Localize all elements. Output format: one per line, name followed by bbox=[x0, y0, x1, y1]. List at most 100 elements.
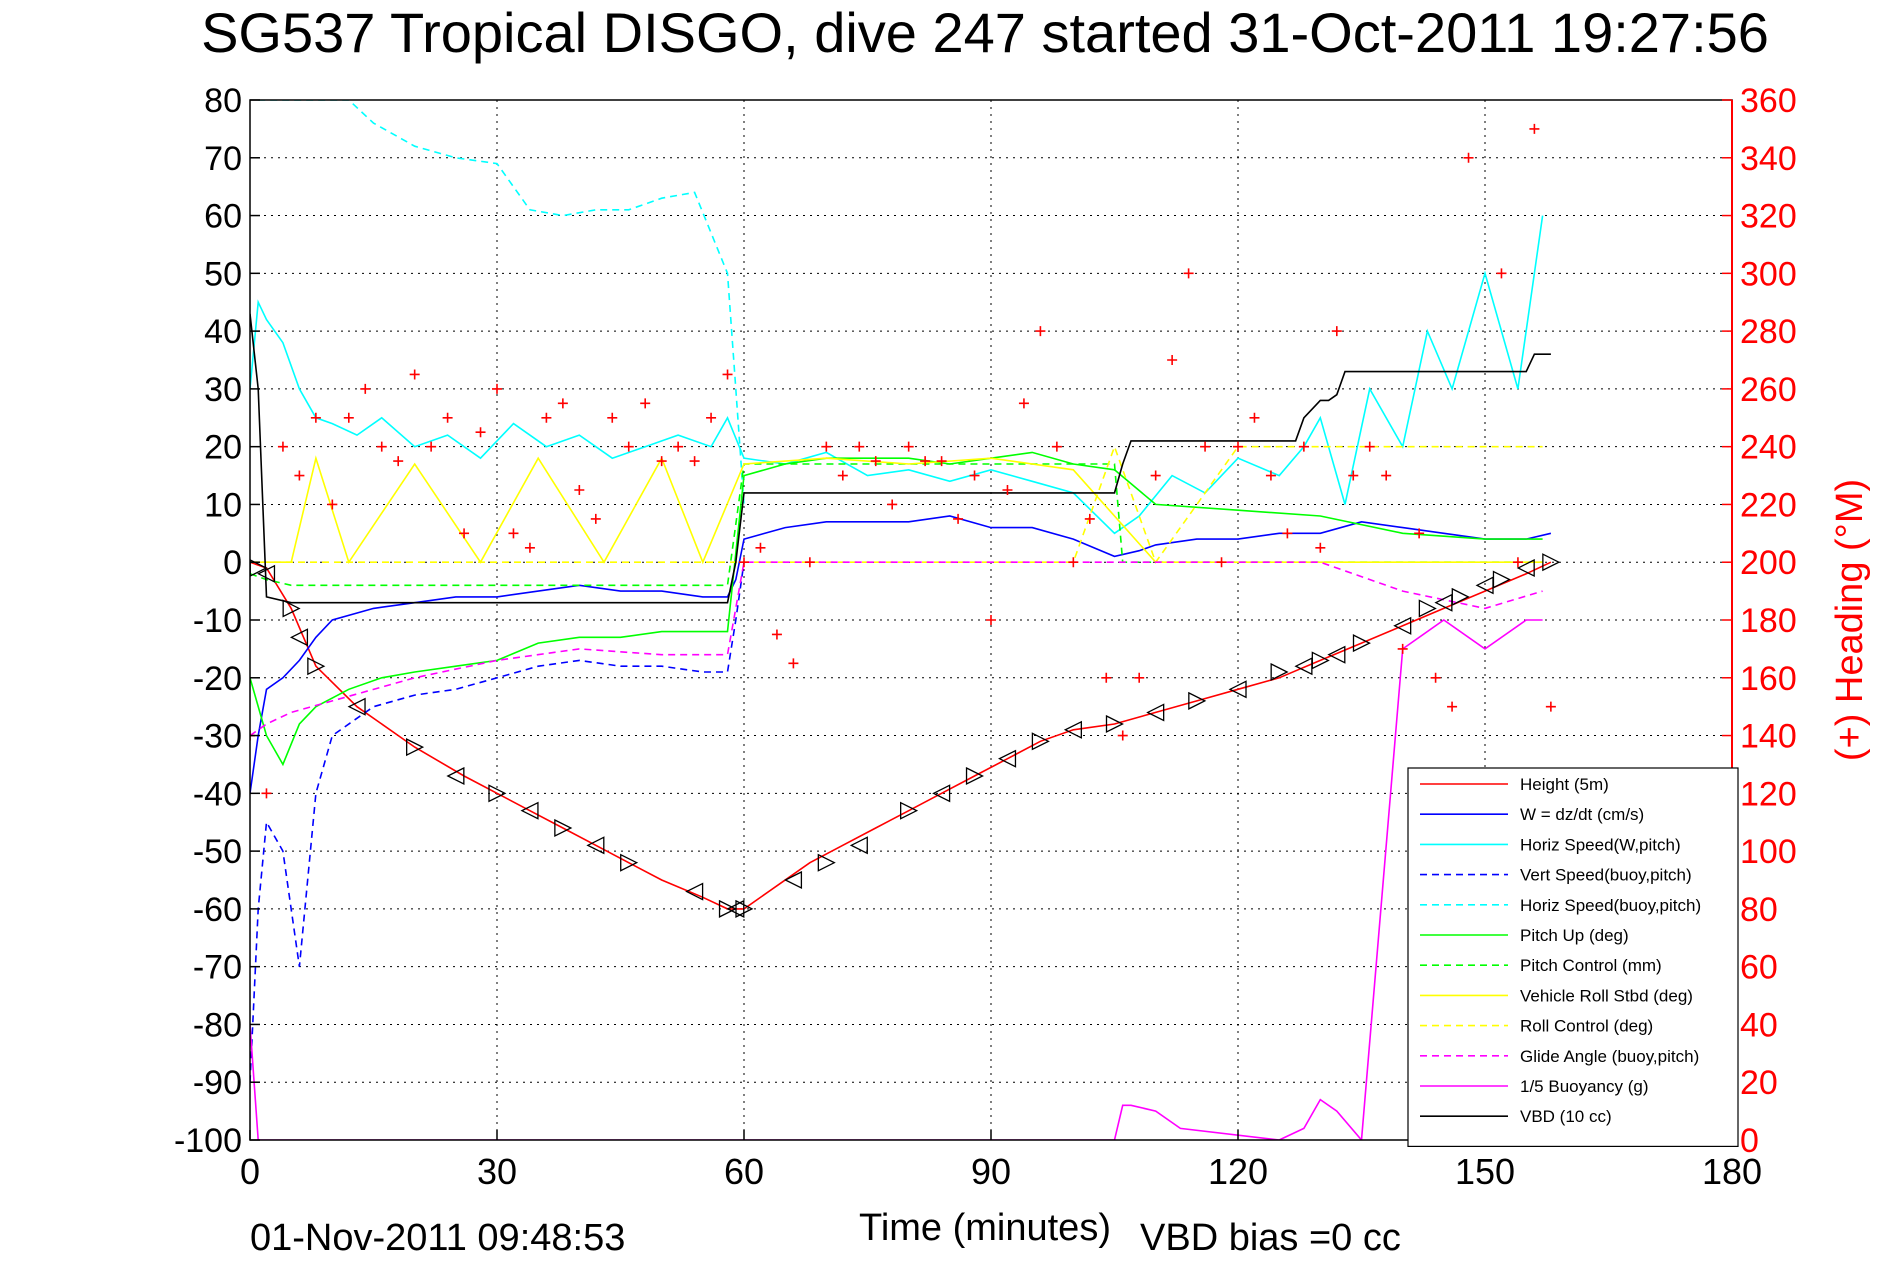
y-tick-label: -90 bbox=[193, 1064, 242, 1102]
heading-marker bbox=[1315, 542, 1326, 553]
heading-marker bbox=[557, 398, 568, 409]
height-marker bbox=[257, 564, 276, 583]
heading-marker bbox=[442, 412, 453, 423]
y-tick-label: 20 bbox=[204, 429, 242, 467]
series-line-3 bbox=[250, 562, 745, 1083]
height-marker bbox=[586, 836, 605, 855]
y2-tick-label: 240 bbox=[1740, 429, 1797, 467]
heading-marker bbox=[1216, 557, 1227, 568]
height-marker bbox=[1311, 651, 1330, 670]
height-marker bbox=[1327, 645, 1346, 664]
x-tick-label: 150 bbox=[1455, 1151, 1515, 1192]
height-marker bbox=[1542, 553, 1561, 572]
y-axis-ticks: 80 70 60 50 40 30 20 10 0 -10 -20 -30 -40 -50 -60 -70 -8… bbox=[174, 82, 260, 1160]
heading-marker bbox=[821, 441, 832, 452]
heading-marker bbox=[1397, 643, 1408, 654]
y2-tick-label: 80 bbox=[1740, 891, 1778, 929]
legend-label: Glide Angle (buoy,pitch) bbox=[1520, 1047, 1699, 1066]
y-tick-label: 80 bbox=[204, 82, 242, 120]
heading-marker bbox=[426, 441, 437, 452]
y2-tick-label: 220 bbox=[1740, 486, 1797, 524]
y2-tick-label: 100 bbox=[1740, 833, 1797, 871]
y2-tick-label: 40 bbox=[1740, 1006, 1778, 1044]
y-tick-label: -40 bbox=[193, 775, 242, 813]
y-tick-label: 0 bbox=[223, 544, 242, 582]
heading-marker bbox=[1348, 470, 1359, 481]
height-marker bbox=[900, 801, 919, 820]
heading-marker bbox=[1051, 441, 1062, 452]
x-tick-label: 120 bbox=[1208, 1151, 1268, 1192]
heading-marker bbox=[277, 441, 288, 452]
heading-marker bbox=[1068, 557, 1079, 568]
height-marker bbox=[1228, 680, 1247, 699]
series-line-1 bbox=[250, 515, 1552, 794]
y-tick-label: -30 bbox=[193, 718, 242, 756]
height-marker bbox=[1105, 714, 1124, 734]
heading-marker bbox=[953, 513, 964, 524]
heading-marker bbox=[1298, 441, 1309, 452]
heading-marker bbox=[887, 499, 898, 510]
y-tick-label: 30 bbox=[204, 371, 242, 409]
heading-marker bbox=[1430, 672, 1441, 683]
heading-marker bbox=[1265, 470, 1276, 481]
height-marker bbox=[620, 853, 639, 872]
heading-marker bbox=[590, 513, 601, 524]
height-marker bbox=[965, 766, 984, 786]
heading-marker bbox=[837, 470, 848, 481]
series-lines bbox=[250, 100, 1552, 1140]
x-tick-label: 180 bbox=[1702, 1151, 1762, 1192]
series-line-9 bbox=[250, 561, 1543, 737]
y-tick-label: -60 bbox=[193, 891, 242, 929]
height-marker bbox=[554, 818, 573, 838]
heading-marker bbox=[1183, 268, 1194, 279]
y2-axis-label: (+) Heading (°M) bbox=[1829, 479, 1871, 761]
y2-tick-label: 340 bbox=[1740, 140, 1797, 178]
x-tick-label: 30 bbox=[477, 1151, 517, 1192]
y2-tick-label: 160 bbox=[1740, 660, 1797, 698]
series-line-5 bbox=[250, 451, 1543, 767]
heading-marker bbox=[689, 456, 700, 467]
heading-marker bbox=[1150, 470, 1161, 481]
x-tick-label: 60 bbox=[724, 1151, 764, 1192]
y2-tick-label: 280 bbox=[1740, 313, 1797, 351]
x-tick-label: 90 bbox=[971, 1151, 1011, 1192]
y-tick-label: -80 bbox=[193, 1006, 242, 1044]
height-marker bbox=[1063, 720, 1082, 739]
heading-marker bbox=[1035, 326, 1046, 337]
heading-marker bbox=[854, 441, 865, 452]
height-marker bbox=[1516, 558, 1535, 578]
height-marker bbox=[347, 697, 366, 716]
heading-marker bbox=[1002, 485, 1013, 495]
heading-marker bbox=[1167, 355, 1178, 365]
heading-marker bbox=[1233, 441, 1243, 452]
series-line-0 bbox=[250, 561, 1552, 910]
heading-marker bbox=[870, 456, 881, 467]
y2-tick-label: 0 bbox=[1740, 1122, 1759, 1160]
heading-marker bbox=[1496, 268, 1507, 279]
heading-marker bbox=[1018, 398, 1029, 409]
heading-marker bbox=[459, 528, 470, 539]
y-tick-label: -70 bbox=[193, 949, 242, 987]
legend-label: W = dz/dt (cm/s) bbox=[1520, 805, 1644, 824]
height-marker bbox=[282, 599, 301, 618]
height-marker bbox=[1393, 616, 1412, 635]
height-marker bbox=[998, 749, 1017, 768]
height-marker bbox=[307, 657, 326, 676]
heading-marker bbox=[360, 383, 371, 394]
heading-marker bbox=[294, 470, 305, 481]
y-tick-label: 50 bbox=[204, 255, 242, 293]
heading-marker bbox=[673, 441, 684, 452]
heading-marker bbox=[969, 470, 980, 481]
height-marker bbox=[520, 801, 539, 820]
height-marker bbox=[446, 766, 465, 786]
heading-marker bbox=[492, 383, 502, 394]
heading-marker bbox=[986, 615, 996, 625]
legend: Height (5m) W = dz/dt (cm/s) Horiz Speed(W… bbox=[1407, 767, 1739, 1147]
height-marker bbox=[1270, 662, 1289, 682]
x-axis-label: Time (minutes) bbox=[859, 1207, 1111, 1249]
y-tick-label: -20 bbox=[193, 660, 242, 698]
heading-marker bbox=[903, 441, 914, 452]
height-marker bbox=[932, 784, 951, 803]
height-marker bbox=[1031, 732, 1050, 751]
series-line-2 bbox=[250, 215, 1544, 535]
